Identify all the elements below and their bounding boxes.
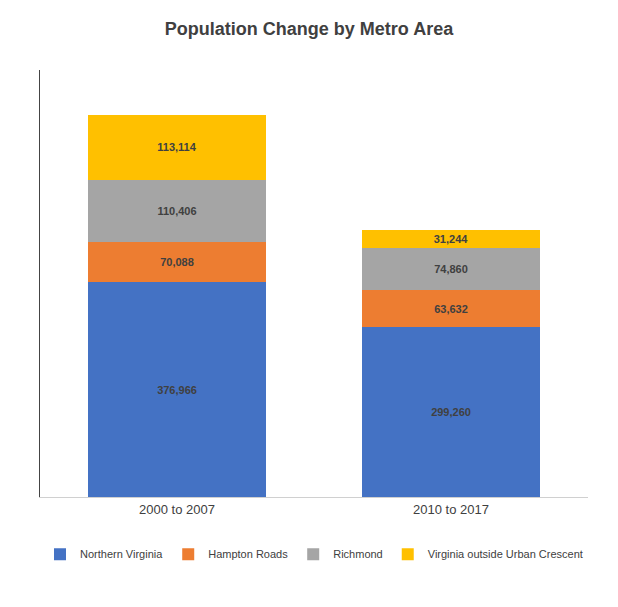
- svg-text:113,114: 113,114: [157, 141, 196, 153]
- svg-text:70,088: 70,088: [160, 256, 194, 268]
- svg-text:Population Change by Metro Are: Population Change by Metro Area: [165, 19, 454, 39]
- svg-text:Virginia outside Urban Crescen: Virginia outside Urban Crescent: [428, 548, 583, 560]
- svg-text:Richmond: Richmond: [333, 548, 383, 560]
- svg-text:Hampton Roads: Hampton Roads: [208, 548, 288, 560]
- svg-text:376,966: 376,966: [157, 384, 197, 396]
- svg-text:110,406: 110,406: [157, 205, 196, 217]
- svg-text:63,632: 63,632: [434, 303, 468, 315]
- svg-text:31,244: 31,244: [434, 233, 469, 245]
- svg-text:74,860: 74,860: [434, 263, 468, 275]
- svg-text:2010 to 2017: 2010 to 2017: [413, 502, 489, 517]
- svg-text:Northern Virginia: Northern Virginia: [80, 548, 163, 560]
- svg-text:299,260: 299,260: [431, 406, 471, 418]
- svg-text:2000 to 2007: 2000 to 2007: [139, 502, 215, 517]
